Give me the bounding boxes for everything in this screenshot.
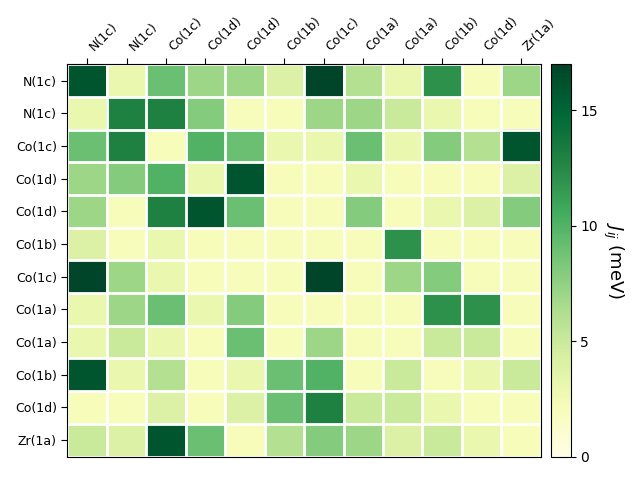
Y-axis label: $J_{ij}$ (meV): $J_{ij}$ (meV) <box>602 222 626 299</box>
